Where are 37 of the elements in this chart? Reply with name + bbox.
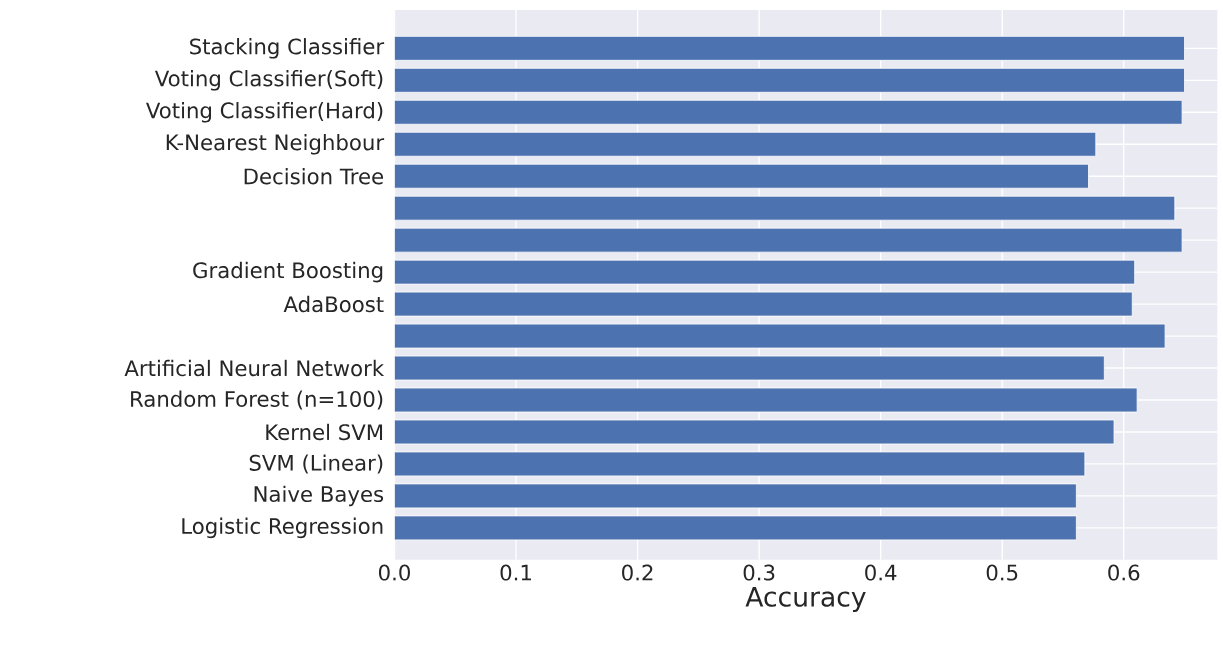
bar	[394, 195, 1176, 221]
y-tick-label: Naive Bayes	[254, 485, 384, 506]
bar	[394, 355, 1105, 381]
y-tick-label: Voting Classifier(Soft)	[154, 69, 383, 91]
y-tick-label: Decision Tree	[244, 167, 383, 185]
x-tick-label: 0.1	[500, 564, 531, 581]
y-tick-label: Artificial Neural Network	[124, 359, 385, 377]
y-tick-label: Stacking Classifier	[190, 37, 385, 59]
x-tick-label: 0.2	[622, 564, 653, 581]
bar	[394, 387, 1138, 413]
y-tick-label: Kernel SVM	[266, 423, 383, 440]
x-axis-title: Accuracy	[745, 586, 866, 612]
x-tick-label: 0.6	[1108, 564, 1140, 581]
bar	[394, 291, 1133, 317]
y-tick-label: Voting Classifier(Hard)	[146, 101, 383, 123]
bar	[394, 67, 1185, 93]
bar	[394, 451, 1086, 477]
x-tick-label: 0.4	[865, 564, 897, 581]
bar	[394, 483, 1077, 509]
bar	[394, 323, 1166, 349]
y-tick-label: Random Forest (n=100)	[131, 390, 383, 410]
y-tick-label: Logistic Regression	[182, 517, 383, 538]
bar	[394, 131, 1097, 157]
bar	[394, 419, 1115, 445]
y-tick-label: Gradient Boosting	[193, 261, 383, 283]
x-tick-label: 0.3	[743, 564, 775, 581]
bar	[394, 99, 1183, 125]
bar	[394, 259, 1136, 285]
y-tick-label: SVM (Linear)	[249, 454, 383, 474]
x-tick-label: 0.0	[378, 564, 410, 581]
y-tick-label: AdaBoost	[283, 295, 384, 313]
bar	[394, 35, 1185, 61]
bar	[394, 163, 1089, 189]
y-tick-label: K-Nearest Neighbour	[166, 133, 385, 155]
bar	[394, 515, 1077, 541]
x-tick-label: 0.5	[986, 564, 1018, 581]
bar	[394, 227, 1183, 253]
